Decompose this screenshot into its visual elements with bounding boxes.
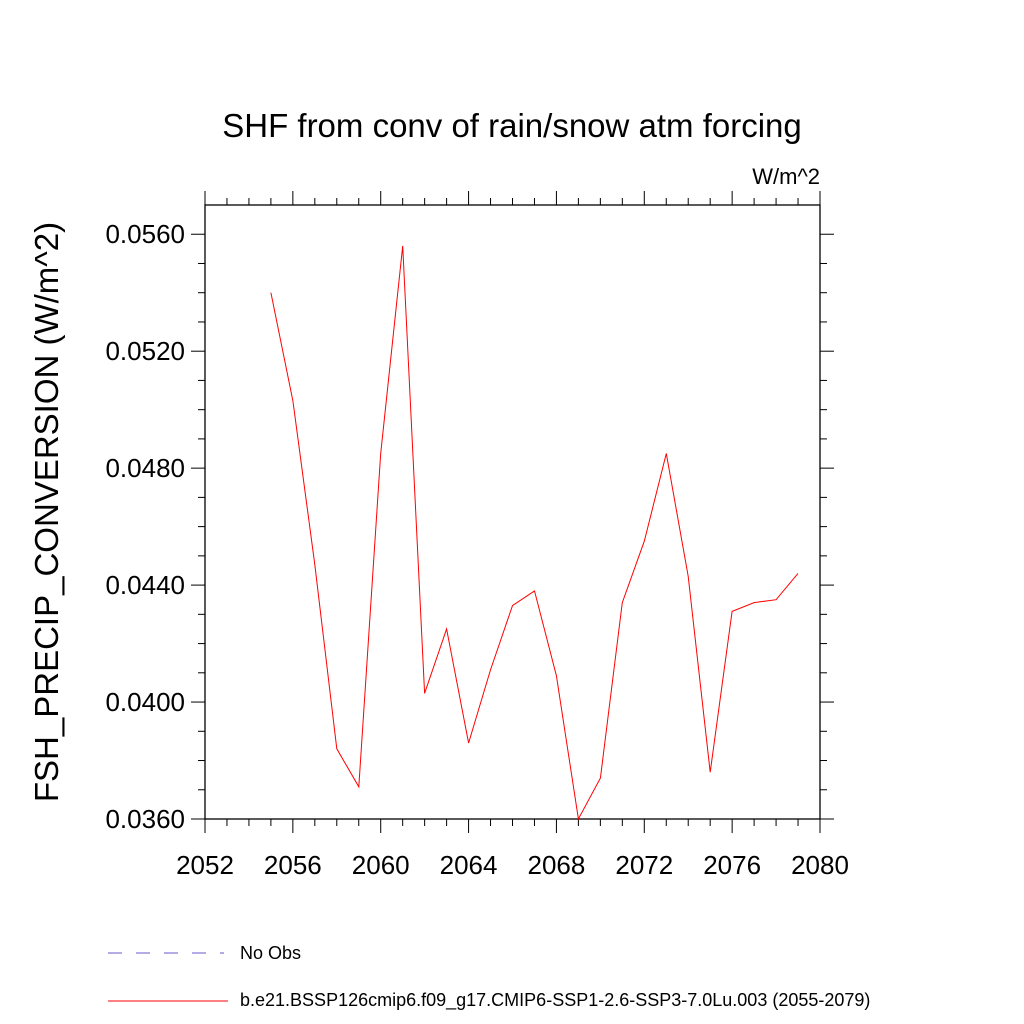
y-tick-label: 0.0400: [105, 687, 185, 717]
y-tick-label: 0.0560: [105, 219, 185, 249]
y-tick-label: 0.0480: [105, 453, 185, 483]
legend: No Obs b.e21.BSSP126cmip6.f09_g17.CMIP6-…: [108, 943, 870, 1011]
series-layer: [270, 245, 799, 821]
y-axis-label: FSH_PRECIP_CONVERSION (W/m^2): [28, 222, 65, 802]
y-tick-label: 0.0440: [105, 570, 185, 600]
x-tick-label: 2064: [440, 850, 498, 880]
x-tick-label: 2072: [615, 850, 673, 880]
y-axis-ticks: 0.0360 0.0400 0.0440 0.0480 0.0520 0.0560: [105, 219, 834, 834]
y-tick-label: 0.0360: [105, 804, 185, 834]
plot-border: [204, 204, 821, 820]
y-tick-label: 0.0520: [105, 336, 185, 366]
x-tick-label: 2076: [703, 850, 761, 880]
x-tick-label: 2068: [528, 850, 586, 880]
x-tick-label: 2056: [264, 850, 322, 880]
chart-title: SHF from conv of rain/snow atm forcing: [222, 107, 802, 144]
plot-frame: [204, 204, 821, 820]
x-tick-label: 2060: [352, 850, 410, 880]
x-axis-ticks: 2052 2056 2060 2064 2068 2072 2076 2080: [176, 191, 849, 880]
x-tick-label: 2052: [176, 850, 234, 880]
legend-label-model: b.e21.BSSP126cmip6.f09_g17.CMIP6-SSP1-2.…: [240, 990, 870, 1011]
legend-label-no-obs: No Obs: [240, 943, 301, 963]
units-label: W/m^2: [752, 164, 820, 189]
x-tick-label: 2080: [791, 850, 849, 880]
series-line: [270, 245, 799, 821]
